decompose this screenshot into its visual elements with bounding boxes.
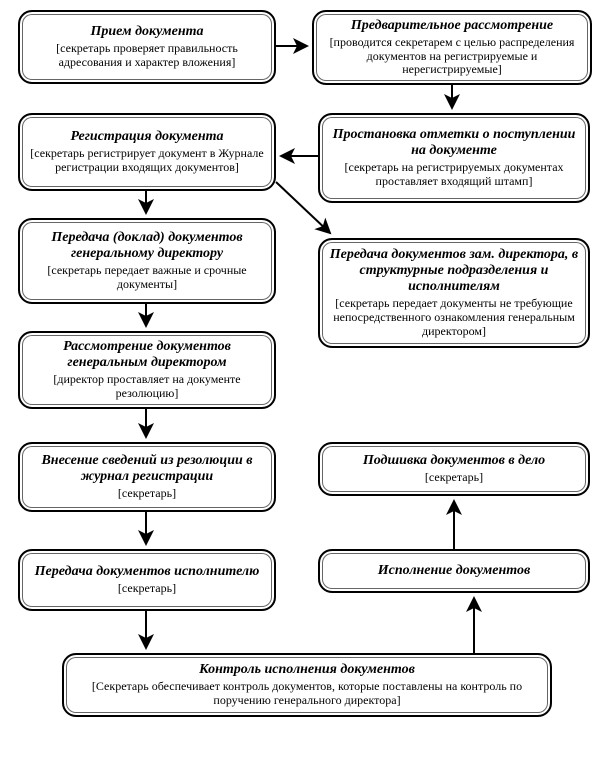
node-title: Прием документа <box>28 24 266 40</box>
node-title: Внесение сведений из резолюции в журнал … <box>28 453 266 485</box>
node-desc: [секретарь] <box>28 582 266 596</box>
node-title: Подшивка документов в дело <box>328 453 580 469</box>
node-title: Исполнение документов <box>328 563 580 579</box>
flowchart-node: Исполнение документов <box>318 549 590 593</box>
flowchart-node: Прием документа [секретарь проверяет прав… <box>18 10 276 84</box>
flowchart-node: Регистрация документа [секретарь регистри… <box>18 113 276 191</box>
node-title: Простановка отметки о поступлении на док… <box>328 127 580 159</box>
node-desc: [Секретарь обеспечивает контроль докумен… <box>72 680 542 708</box>
node-desc: [секретарь проверяет правильность адресо… <box>28 42 266 70</box>
node-title: Передача (доклад) документов генеральном… <box>28 230 266 262</box>
node-title: Предварительное рассмотрение <box>322 18 582 34</box>
flowchart-node: Контроль исполнения документов [Секретарь… <box>62 653 552 717</box>
flowchart-node: Рассмотрение документов генеральным дире… <box>18 331 276 409</box>
node-title: Передача документов исполнителю <box>28 564 266 580</box>
node-desc: [секретарь] <box>28 487 266 501</box>
node-desc: [проводится секретарем с целью распредел… <box>322 36 582 77</box>
flowchart-node: Передача документов исполнителю [секретар… <box>18 549 276 611</box>
flowchart-node: Внесение сведений из резолюции в журнал … <box>18 442 276 512</box>
node-desc: [секретарь передает важные и срочные док… <box>28 264 266 292</box>
flowchart-node: Передача документов зам. директора, в ст… <box>318 238 590 348</box>
node-title: Контроль исполнения документов <box>72 662 542 678</box>
node-desc: [секретарь регистрирует документ в Журна… <box>28 147 266 175</box>
node-title: Рассмотрение документов генеральным дире… <box>28 339 266 371</box>
node-title: Регистрация документа <box>28 129 266 145</box>
flowchart-node: Предварительное рассмотрение [проводится … <box>312 10 592 85</box>
node-desc: [секретарь передает документы не требующ… <box>328 297 580 338</box>
node-desc: [секретарь на регистрируемых документах … <box>328 161 580 189</box>
node-desc: [секретарь] <box>328 471 580 485</box>
node-title: Передача документов зам. директора, в ст… <box>328 247 580 295</box>
flowchart-node: Передача (доклад) документов генеральном… <box>18 218 276 304</box>
flowchart-node: Простановка отметки о поступлении на док… <box>318 113 590 203</box>
node-desc: [директор проставляет на документе резол… <box>28 373 266 401</box>
flowchart-node: Подшивка документов в дело [секретарь] <box>318 442 590 496</box>
